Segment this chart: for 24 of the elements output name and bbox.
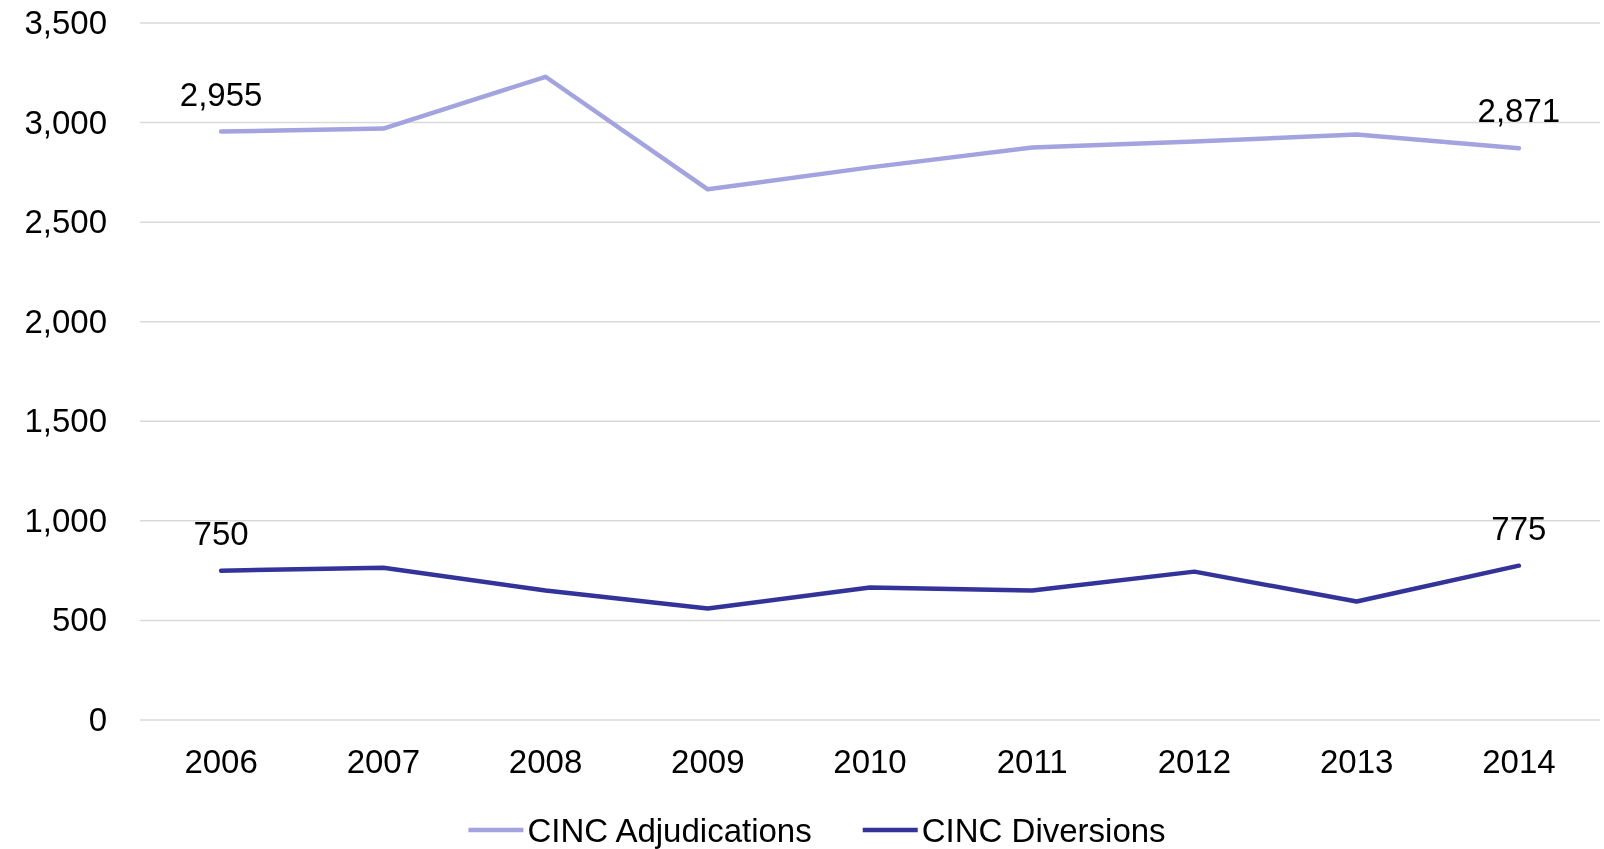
y-tick-label: 1,500	[24, 402, 107, 440]
y-tick-label: 2,000	[24, 302, 107, 340]
data-label: 2,871	[1477, 92, 1561, 130]
legend-label: CINC Adjudications	[527, 811, 812, 849]
x-tick-label: 2006	[184, 743, 258, 781]
y-tick-label: 3,000	[24, 103, 107, 141]
x-tick-label: 2008	[508, 743, 583, 781]
x-tick-label: 2013	[1319, 743, 1394, 781]
y-tick-label: 1,000	[24, 501, 107, 539]
y-tick-label: 3,500	[24, 4, 107, 42]
data-label: 2,955	[179, 75, 263, 113]
y-tick-label: 500	[51, 601, 107, 639]
y-tick-label: 2,500	[24, 203, 107, 241]
y-tick-label: 0	[88, 701, 107, 739]
data-label: 750	[193, 514, 249, 552]
data-label: 775	[1491, 509, 1547, 547]
x-tick-label: 2012	[1157, 743, 1232, 781]
x-tick-label: 2011	[996, 743, 1068, 781]
x-tick-label: 2009	[671, 743, 745, 781]
x-tick-label: 2007	[346, 743, 421, 781]
line-series	[218, 563, 1522, 611]
x-tick-label: 2010	[833, 743, 907, 781]
x-tick-label: 2014	[1482, 743, 1556, 781]
legend-label: CINC Diversions	[921, 811, 1166, 849]
